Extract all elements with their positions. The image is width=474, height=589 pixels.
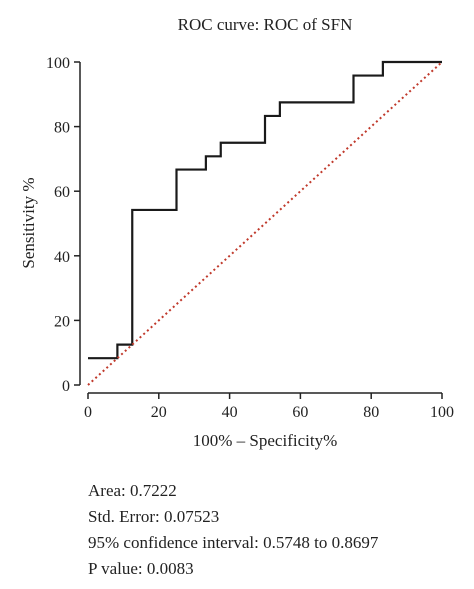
reference-diagonal-line: [87, 61, 443, 386]
x-tick-label: 60: [292, 404, 308, 421]
y-tick-label: 40: [54, 249, 70, 266]
x-tick-label: 100: [430, 404, 454, 421]
stat-std-error: Std. Error: 0.07523: [88, 507, 220, 526]
x-tick-label: 0: [84, 404, 92, 421]
y-axis-label: Sensitivity %: [19, 177, 38, 268]
y-tick-label: 80: [54, 120, 70, 137]
roc-curve-line: [88, 60, 442, 360]
x-tick-label: 20: [151, 404, 167, 421]
x-tick-label: 80: [363, 404, 379, 421]
y-tick-label: 20: [54, 313, 70, 330]
y-tick-label: 60: [54, 184, 70, 201]
roc-chart: ROC curve: ROC of SFN Sensitivity % 100%…: [19, 15, 454, 450]
x-axis-label: 100% – Specificity%: [193, 431, 337, 450]
y-tick-label: 100: [46, 55, 70, 72]
x-tick-label: 40: [222, 404, 238, 421]
stat-p-value: P value: 0.0083: [88, 559, 194, 578]
series-layer: [87, 60, 443, 386]
stats-panel: Area: 0.7222 Std. Error: 0.07523 95% con…: [88, 478, 378, 582]
chart-title: ROC curve: ROC of SFN: [178, 15, 353, 34]
stat-area: Area: 0.7222: [88, 481, 177, 500]
y-tick-label: 0: [62, 378, 70, 395]
axes: 0 20 40 60 80 100 0 20 40 60 80 100: [46, 55, 454, 421]
stat-confidence-interval: 95% confidence interval: 0.5748 to 0.869…: [88, 533, 379, 552]
